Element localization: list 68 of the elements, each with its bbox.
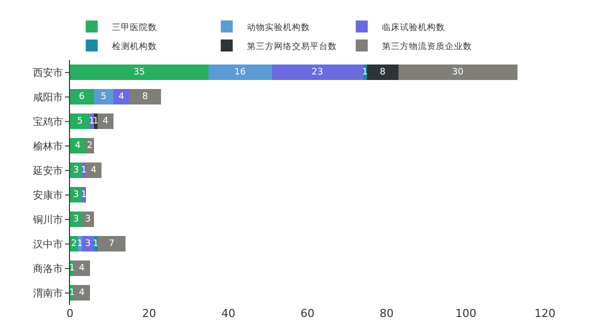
y-tick-label: 铜川市 — [32, 214, 63, 226]
bar — [208, 64, 272, 80]
data-label: 3 — [73, 190, 79, 200]
data-label: 4 — [118, 92, 124, 102]
x-tick-label: 20 — [142, 307, 156, 320]
data-label: 1 — [92, 238, 99, 249]
y-tick-label: 西安市 — [33, 66, 63, 79]
x-tick-label: 40 — [221, 307, 236, 320]
data-label: 23 — [312, 67, 324, 78]
data-label: 1 — [77, 238, 83, 249]
data-label: 4 — [102, 116, 109, 126]
bar — [366, 64, 399, 80]
data-label: 1 — [80, 165, 87, 176]
data-label: 1 — [362, 67, 368, 78]
data-label: 1 — [80, 190, 87, 200]
data-label: 2 — [71, 238, 77, 249]
legend-label: 三甲医院数 — [112, 22, 157, 33]
data-label: 3 — [73, 214, 79, 224]
data-label: 8 — [380, 67, 386, 78]
data-label: 1 — [69, 288, 75, 298]
data-label: 8 — [142, 92, 148, 102]
y-tick-label: 安康市 — [33, 189, 63, 202]
x-tick-label: 120 — [534, 307, 556, 320]
data-label: 35 — [134, 67, 145, 78]
y-tick-label: 榆林市 — [33, 140, 63, 152]
data-label: 5 — [100, 92, 107, 102]
bar — [70, 88, 94, 105]
bar — [70, 138, 86, 154]
x-tick-label: 60 — [300, 307, 314, 320]
bar — [94, 88, 114, 105]
legend-label: 第三方网络交易平台数 — [246, 40, 337, 52]
data-label: 16 — [234, 67, 246, 78]
bar — [70, 64, 209, 80]
data-label: 7 — [108, 238, 114, 249]
data-label: 3 — [84, 238, 91, 249]
data-label: 6 — [78, 92, 85, 102]
x-tick-label: 0 — [66, 307, 74, 320]
y-tick-label: 咸阳市 — [33, 91, 63, 104]
data-label: 3 — [84, 214, 91, 224]
legend-label: 动物实验机构数 — [246, 22, 310, 33]
bar — [129, 88, 162, 105]
bar — [74, 284, 90, 301]
bar — [114, 88, 130, 105]
data-label: 4 — [78, 288, 85, 298]
data-label: 4 — [90, 165, 97, 176]
x-tick-label: 100 — [455, 307, 476, 320]
legend-label: 检测机构数 — [112, 40, 157, 52]
legend-label: 临床试验机构数 — [382, 22, 445, 33]
data-label: 5 — [77, 116, 83, 126]
y-tick-label: 汉中市 — [33, 238, 63, 250]
bar — [74, 260, 90, 276]
bar — [98, 236, 126, 252]
data-label: 1 — [69, 263, 75, 274]
bar — [98, 113, 114, 130]
y-tick-label: 商洛市 — [33, 262, 63, 275]
legend-label: 第三方物流资质企业数 — [382, 40, 472, 52]
x-tick-label: 80 — [380, 307, 394, 320]
data-label: 4 — [74, 140, 81, 151]
data-label: 30 — [452, 67, 464, 78]
bar — [70, 113, 90, 130]
data-label: 3 — [73, 165, 79, 176]
data-label: 4 — [78, 263, 85, 274]
bar — [272, 64, 363, 80]
data-label: 2 — [86, 140, 93, 151]
y-tick-label: 延安市 — [32, 164, 63, 177]
bar — [398, 64, 518, 80]
y-tick-label: 宝鸡市 — [33, 116, 63, 128]
y-tick-label: 渭南市 — [33, 287, 63, 300]
